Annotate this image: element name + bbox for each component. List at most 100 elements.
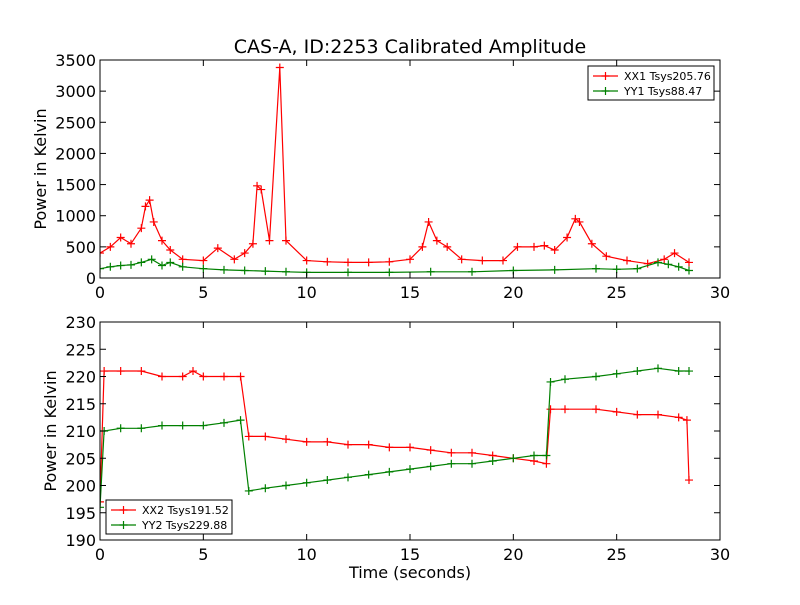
top-legend-item: XX1 Tsys205.76: [593, 70, 711, 83]
top-series-1-point: [137, 224, 146, 233]
top-panel-ticks: 0 5 10 15 20 25 30 0 500 1000 1500 2000 2500 3000 3500: [55, 51, 730, 302]
top-y-axis-label: Power in Kelvin: [31, 108, 50, 229]
bottom-y-tick-label: 230: [65, 313, 96, 332]
top-series-1-point: [478, 256, 487, 265]
top-series-1-point: [230, 255, 239, 264]
bottom-x-tick-label: 5: [198, 545, 208, 564]
top-y-tick-label: 500: [65, 238, 96, 257]
bottom-series-2-point: [426, 462, 435, 471]
bottom-series-1-point: [137, 367, 146, 376]
bottom-series-2-point: [685, 367, 693, 376]
top-y-tick-label: 0: [86, 269, 96, 288]
top-y-tick-label: 1000: [55, 207, 96, 226]
top-series-1-point: [257, 185, 266, 194]
bottom-series-1-point: [261, 432, 270, 441]
bottom-series-2-point: [468, 459, 476, 468]
top-series-1-point: [106, 242, 115, 251]
bottom-series-2-point: [592, 372, 600, 381]
bottom-series-1-point: [178, 372, 187, 381]
bottom-series-1-point: [682, 416, 691, 425]
top-series-2-point: [137, 258, 146, 267]
top-x-tick-label: 25: [606, 283, 626, 302]
bottom-series-1: [100, 367, 693, 506]
bottom-series-1-point: [282, 435, 290, 444]
top-series-1-point: [100, 249, 104, 258]
bottom-series-1-point: [220, 372, 228, 381]
top-x-tick-label: 15: [400, 283, 420, 302]
bottom-series-2-point: [344, 473, 352, 482]
bottom-x-tick-label: 0: [95, 545, 105, 564]
bottom-series-2-point: [674, 367, 683, 376]
top-x-tick-label: 0: [95, 283, 105, 302]
top-series-1-point: [149, 217, 158, 226]
bottom-series-1-point: [364, 440, 373, 449]
top-series-1-point: [443, 242, 452, 251]
bottom-series-2-point: [406, 465, 414, 474]
top-series-2-point: [220, 265, 228, 274]
top-y-tick-label: 2000: [55, 144, 96, 163]
bottom-legend-item: XX2 Tsys191.52: [111, 504, 229, 517]
bottom-series-2-point: [178, 421, 187, 430]
top-series-2-point: [282, 267, 290, 276]
top-series-1-point: [275, 63, 284, 72]
bottom-x-tick-label: 30: [710, 545, 730, 564]
top-series-1-point: [158, 236, 166, 245]
bottom-series-2-point: [100, 503, 104, 512]
top-series-1-point: [457, 255, 466, 264]
bottom-y-tick-label: 220: [65, 368, 96, 387]
bottom-legend-item: YY2 Tsys229.88: [111, 519, 227, 532]
top-series-1-point: [432, 236, 441, 245]
top-legend-label: YY1 Tsys88.47: [623, 85, 702, 98]
top-series-2: [100, 255, 693, 277]
top-series-1-point: [424, 217, 433, 226]
bottom-y-tick-label: 195: [65, 504, 96, 523]
bottom-legend-label: XX2 Tsys191.52: [142, 504, 229, 517]
bottom-panel-data: [100, 364, 693, 512]
top-series-2-point: [426, 267, 435, 276]
top-series-1-point: [253, 181, 262, 190]
bottom-series-1-point: [633, 410, 642, 419]
chart-title: CAS-A, ID:2253 Calibrated Amplitude: [234, 36, 586, 58]
top-x-tick-label: 30: [710, 283, 730, 302]
top-legend-item: YY1 Tsys88.47: [593, 85, 702, 98]
top-series-1-point: [499, 256, 507, 265]
top-series-2-point: [592, 264, 600, 273]
bottom-series-2-point: [612, 369, 621, 378]
bottom-series-2-point: [530, 451, 538, 460]
bottom-y-tick-label: 215: [65, 395, 96, 414]
top-series-2-point: [240, 266, 249, 275]
bottom-series-1-point: [674, 413, 683, 422]
top-series-1-point: [116, 233, 125, 242]
bottom-series-1-point: [100, 367, 109, 376]
bottom-series-1-point: [199, 372, 208, 381]
bottom-series-1-point: [612, 407, 621, 416]
top-series-1-point: [406, 255, 414, 264]
top-series-1-point: [248, 239, 257, 248]
bottom-legend-label: YY2 Tsys229.88: [141, 519, 227, 532]
bottom-legend-marker: [119, 506, 128, 514]
bottom-series-2-point: [654, 364, 662, 373]
top-series-1-point: [385, 257, 394, 266]
bottom-x-tick-label: 10: [296, 545, 316, 564]
bottom-y-tick-label: 205: [65, 449, 96, 468]
top-series-1-point: [145, 196, 154, 205]
bottom-series-2-point: [633, 367, 642, 376]
top-series-2-point: [654, 258, 662, 267]
top-y-tick-label: 3000: [55, 82, 96, 101]
top-series-1-point: [302, 256, 311, 265]
bottom-panel-ticks: 0 5 10 15 20 25 30 190 195 200 205 210 215 220 225 230: [65, 313, 730, 564]
bottom-series-1-point: [447, 448, 456, 457]
bottom-series-1-point: [302, 437, 311, 446]
bottom-series-2-point: [385, 467, 394, 476]
bottom-x-tick-label: 25: [606, 545, 626, 564]
top-series-1-point: [282, 236, 290, 245]
top-series-2-point: [344, 268, 352, 277]
bottom-y-tick-label: 210: [65, 422, 96, 441]
top-series-1-point: [418, 242, 427, 251]
top-y-tick-label: 3500: [55, 51, 96, 70]
top-series-1-point: [178, 255, 187, 264]
bottom-legend-marker: [119, 521, 128, 529]
top-series-1-point: [530, 242, 538, 251]
top-series-2-line: [100, 258, 690, 273]
